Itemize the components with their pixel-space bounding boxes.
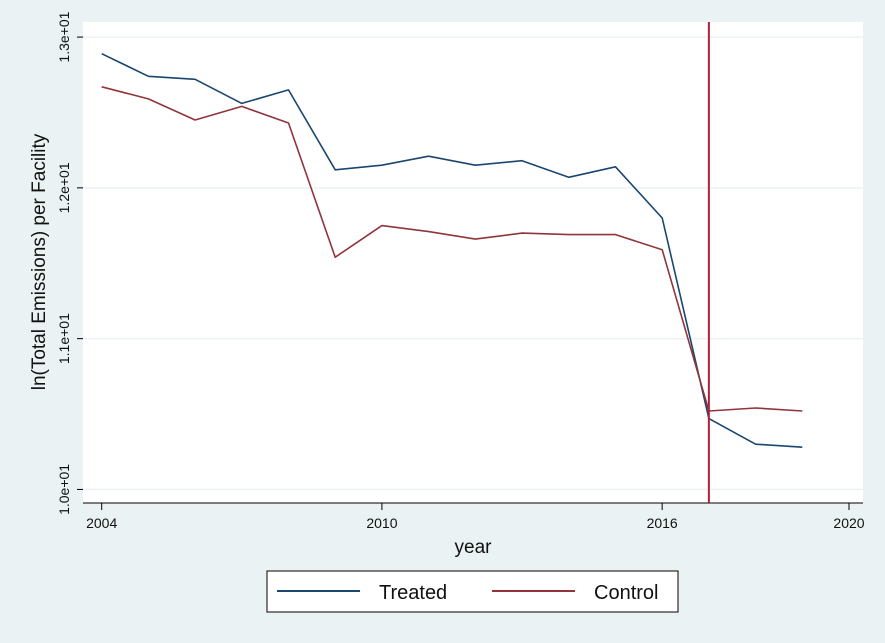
x-tick-label: 2016 — [647, 515, 678, 531]
x-tick-label: 2004 — [86, 515, 117, 531]
gridlines — [83, 36, 863, 491]
x-tick-label: 2010 — [366, 515, 397, 531]
legend-label-treated: Treated — [379, 582, 447, 604]
legend-label-control: Control — [594, 582, 658, 604]
y-tick-label: 1.3e+01 — [56, 11, 72, 62]
y-tick-label: 1.0e+01 — [56, 464, 72, 515]
x-axis-title: year — [455, 537, 493, 558]
series-lines — [101, 52, 803, 448]
y-axis-ticks: 1.0e+01 1.1e+01 1.2e+01 1.3e+01 — [56, 11, 83, 515]
plot-area — [83, 22, 863, 503]
series-line-control — [101, 86, 803, 412]
x-axis-ticks: 2004 2010 2016 2020 — [86, 503, 865, 531]
y-tick-label: 1.1e+01 — [56, 313, 72, 364]
x-tick-label: 2020 — [833, 515, 864, 531]
legend: Treated Control — [266, 570, 679, 613]
series-line-treated — [101, 52, 803, 448]
y-axis-title: ln(Total Emissions) per Facility — [29, 133, 50, 390]
y-tick-label: 1.2e+01 — [56, 162, 72, 213]
